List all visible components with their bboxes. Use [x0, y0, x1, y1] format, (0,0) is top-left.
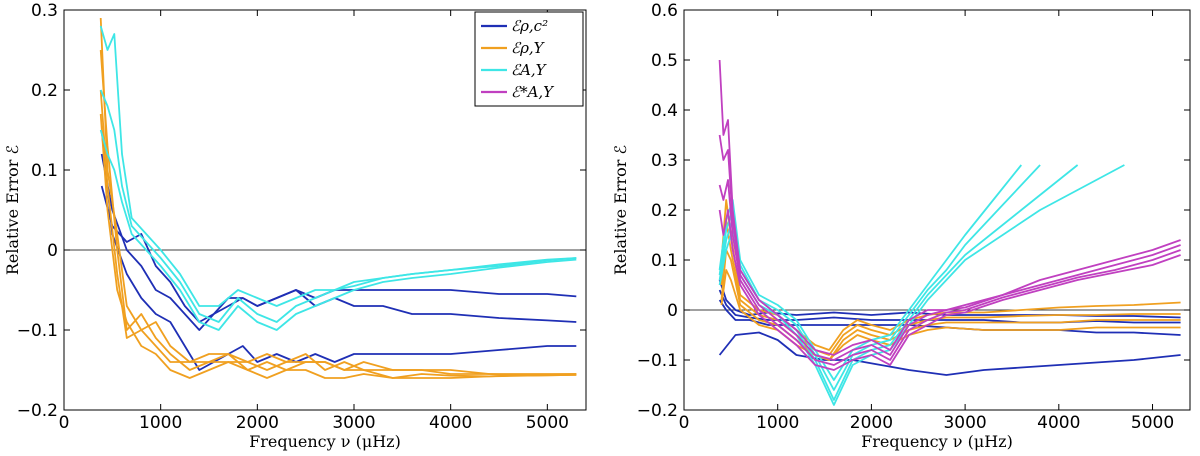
series-line-6: [99, 113, 577, 379]
x-tick-label: 4000: [429, 413, 472, 433]
y-tick-label: 0.5: [651, 51, 678, 71]
series-line-15: [718, 209, 1181, 371]
series-line-3: [99, 17, 577, 375]
y-tick-label: 0.2: [31, 81, 58, 101]
y-tick-label: 0.3: [651, 151, 678, 171]
x-tick-label: 0: [679, 413, 690, 433]
series-line-3: [718, 331, 1181, 376]
legend: ℰρ,c² ℰρ,Y ℰA,Y ℰ*A,Y: [474, 11, 584, 107]
series-line-9: [99, 129, 577, 331]
y-tick-label: 0.6: [651, 1, 678, 21]
series-line-6: [720, 249, 1181, 361]
x-tick-label: 3000: [332, 413, 375, 433]
y-tick-label: 0.3: [31, 1, 58, 21]
series-line-9: [718, 164, 1041, 391]
series-line-7: [720, 269, 1181, 361]
plot-frame: [63, 9, 587, 411]
series-line-11: [718, 164, 1125, 406]
series-line-8: [99, 89, 577, 323]
series-line-10: [718, 164, 1079, 401]
y-tick-label: 0: [667, 301, 678, 321]
series-line-13: [718, 134, 1181, 361]
right-chart: 0 1000 2000 3000 4000 5000 −0.2 −0.1 0 0.1 0.2 0.3 0…: [611, 1, 1191, 451]
y-tick-label: 0.1: [31, 161, 58, 181]
series-line-8: [718, 164, 1023, 381]
y-tick-label: 0.2: [651, 201, 678, 221]
x-tick-label: 1000: [756, 413, 799, 433]
series-line-14: [718, 179, 1181, 366]
x-axis-label: Frequency ν (μHz): [861, 432, 1013, 451]
series-line-5: [99, 89, 577, 379]
left-chart: 0 1000 2000 3000 4000 5000 −0.2 −0.1 0 0.1 0.2 0.3 F…: [3, 1, 587, 451]
y-tick-label: 0.1: [651, 251, 678, 271]
x-tick-label: 2000: [236, 413, 279, 433]
y-axis-label: Relative Error ℰ: [611, 145, 630, 276]
legend-label-0: ℰρ,c²: [511, 17, 548, 35]
legend-label-1: ℰρ,Y: [511, 39, 546, 57]
series-group: [99, 17, 577, 379]
legend-box: [474, 11, 584, 107]
y-tick-label: −0.2: [17, 401, 58, 421]
y-axis-label: Relative Error ℰ: [3, 145, 22, 276]
legend-label-2: ℰA,Y: [511, 61, 548, 79]
x-tick-label: 5000: [1131, 413, 1174, 433]
x-tick-label: 0: [59, 413, 70, 433]
series-line-2: [718, 299, 1181, 336]
series-group: [718, 59, 1181, 406]
y-tick-label: −0.2: [637, 401, 678, 421]
series-line-12: [718, 59, 1181, 356]
y-tick-label: −0.1: [637, 351, 678, 371]
y-tick-label: 0.4: [651, 101, 678, 121]
series-line-5: [720, 219, 1181, 356]
x-tick-label: 1000: [139, 413, 182, 433]
series-line-4: [99, 49, 577, 377]
series-line-2: [100, 129, 577, 371]
x-tick-label: 3000: [943, 413, 986, 433]
series-line-4: [720, 199, 1181, 351]
legend-label-3: ℰ*A,Y: [511, 83, 555, 101]
x-tick-label: 4000: [1037, 413, 1080, 433]
x-tick-label: 2000: [850, 413, 893, 433]
y-tick-label: −0.1: [17, 321, 58, 341]
plot-frame: [683, 9, 1191, 411]
y-tick-label: 0: [47, 241, 58, 261]
x-tick-label: 5000: [526, 413, 569, 433]
series-line-1: [100, 153, 577, 331]
x-axis-label: Frequency ν (μHz): [249, 432, 401, 451]
